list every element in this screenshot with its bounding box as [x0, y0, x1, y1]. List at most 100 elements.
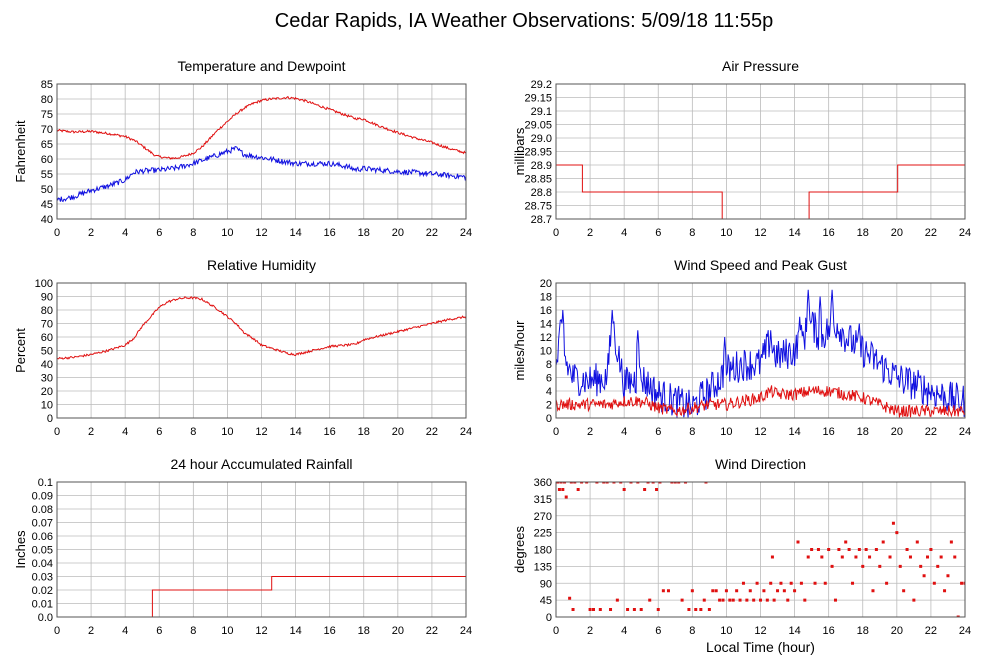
x-tick-label: 0 [54, 625, 60, 637]
scatter-point [721, 598, 725, 602]
humidity-title: Relative Humidity [207, 257, 316, 273]
x-tick-label: 24 [959, 227, 971, 239]
x-tick-label: 2 [88, 426, 94, 438]
x-tick-label: 24 [460, 227, 472, 239]
temp-frame [56, 83, 467, 220]
scatter-point [728, 598, 732, 602]
humidity-chart: Relative Humidity01020304050607080901000… [13, 257, 472, 438]
y-tick-label: 45 [540, 595, 552, 607]
scatter-point [960, 581, 964, 585]
y-tick-label: 10 [41, 400, 53, 412]
scatter-point [772, 598, 776, 602]
scatter-point [646, 482, 650, 484]
x-tick-label: 16 [823, 625, 835, 637]
x-tick-label: 18 [358, 625, 370, 637]
x-tick-label: 16 [324, 426, 336, 438]
scatter-point [770, 555, 774, 559]
y-tick-label: 0.05 [32, 545, 53, 557]
scatter-point [936, 564, 940, 568]
scatter-point [752, 598, 756, 602]
scatter-point [851, 581, 855, 585]
humidity-series-red [57, 296, 466, 360]
scatter-point [755, 581, 759, 585]
y-tick-label: 60 [41, 332, 53, 344]
x-tick-label: 6 [655, 426, 661, 438]
x-tick-label: 6 [655, 227, 661, 239]
scatter-point [632, 608, 636, 611]
scatter-point [651, 482, 655, 484]
y-tick-label: 29.15 [524, 93, 552, 105]
wind-series-group [556, 289, 965, 418]
rain-series-group [57, 576, 466, 617]
scatter-point [569, 482, 573, 484]
x-tick-label: 14 [289, 426, 301, 438]
scatter-point [823, 581, 827, 585]
x-tick-label: 8 [689, 426, 695, 438]
scatter-point [735, 589, 739, 593]
scatter-point [833, 598, 837, 602]
y-tick-label: 0.07 [32, 518, 53, 530]
scatter-point [847, 548, 851, 551]
x-tick-label: 6 [156, 227, 162, 239]
scatter-point [557, 488, 561, 491]
x-tick-label: 24 [460, 625, 472, 637]
y-tick-label: 80 [41, 94, 53, 106]
scatter-point [799, 581, 803, 585]
y-tick-label: 60 [41, 154, 53, 166]
scatter-point [885, 581, 889, 585]
scatter-point [564, 495, 568, 499]
scatter-point [796, 540, 800, 544]
scatter-point [888, 555, 892, 559]
x-tick-label: 22 [426, 625, 438, 637]
scatter-point [830, 564, 834, 568]
scatter-point [919, 564, 923, 568]
wind-series-red [556, 385, 965, 418]
x-tick-label: 10 [221, 227, 233, 239]
y-tick-label: 6 [546, 373, 552, 385]
y-tick-label: 0.08 [32, 504, 53, 516]
scatter-point [813, 581, 817, 585]
x-tick-label: 22 [426, 227, 438, 239]
x-tick-label: 14 [788, 625, 800, 637]
scatter-point [806, 555, 810, 559]
scatter-point [622, 488, 626, 491]
scatter-point [837, 548, 841, 551]
winddir-frame [555, 481, 966, 618]
scatter-point [803, 598, 807, 602]
temp-title: Temperature and Dewpoint [177, 58, 345, 74]
y-tick-label: 315 [534, 494, 552, 506]
x-tick-label: 22 [925, 227, 937, 239]
y-tick-label: 40 [41, 214, 53, 226]
humidity-series-group [57, 296, 466, 360]
x-tick-label: 2 [587, 426, 593, 438]
scatter-point [724, 589, 728, 593]
scatter-point [731, 598, 735, 602]
x-tick-label: 18 [857, 426, 869, 438]
y-tick-label: 80 [41, 305, 53, 317]
scatter-point [820, 555, 824, 559]
scatter-point [666, 589, 670, 593]
scatter-point [670, 482, 674, 484]
scatter-point [694, 608, 698, 611]
scatter-point [922, 574, 926, 578]
scatter-point [741, 581, 745, 585]
scatter-point [656, 608, 660, 611]
x-tick-label: 8 [190, 625, 196, 637]
x-tick-label: 0 [553, 227, 559, 239]
scatter-point [779, 581, 783, 585]
temp-series-red [57, 95, 466, 160]
scatter-point [840, 555, 844, 559]
x-tick-label: 14 [289, 227, 301, 239]
scatter-point [588, 608, 592, 611]
x-tick-label: 16 [324, 625, 336, 637]
y-tick-label: 0.0 [38, 612, 53, 624]
scatter-point [677, 482, 681, 484]
scatter-point [580, 482, 584, 484]
x-tick-label: 18 [857, 625, 869, 637]
y-tick-label: 28.7 [531, 214, 552, 226]
temp-series-blue [57, 146, 466, 203]
scatter-point [745, 598, 749, 602]
x-tick-label: 2 [587, 227, 593, 239]
y-tick-label: 29.0 [531, 133, 552, 145]
scatter-point [864, 548, 868, 551]
